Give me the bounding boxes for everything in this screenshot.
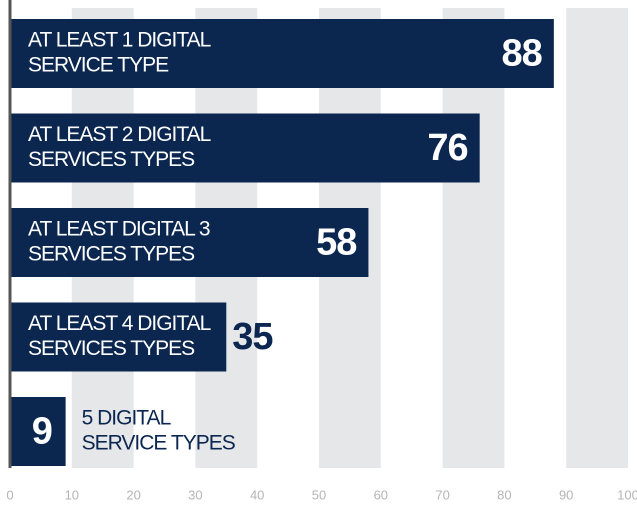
- x-tick-label: 30: [188, 487, 202, 502]
- bar: [10, 302, 227, 372]
- category-label: AT LEAST 1 DIGITAL: [28, 29, 211, 52]
- category-label: SERVICE TYPE: [28, 54, 169, 77]
- value-label: 88: [502, 33, 542, 75]
- bar: [10, 113, 480, 183]
- category-label: SERVICE TYPES: [82, 432, 236, 455]
- x-tick-label: 40: [250, 487, 264, 502]
- bar: [10, 208, 369, 277]
- category-label: 5 DIGITAL: [82, 407, 171, 430]
- value-label: 35: [232, 316, 273, 358]
- value-label: 58: [316, 222, 356, 264]
- x-tick-label: 90: [559, 487, 573, 502]
- category-label: AT LEAST DIGITAL 3: [28, 218, 210, 241]
- x-tick-label: 80: [497, 487, 511, 502]
- bar: [10, 397, 66, 466]
- value-label: 76: [427, 127, 467, 169]
- x-tick-label: 100: [617, 487, 637, 502]
- grid-band: [566, 8, 628, 468]
- value-label: 9: [32, 411, 52, 453]
- x-tick-label: 20: [126, 487, 140, 502]
- category-label: SERVICES TYPES: [28, 243, 195, 266]
- x-tick-label: 60: [374, 487, 388, 502]
- category-label: SERVICES TYPES: [28, 148, 195, 171]
- x-tick-label: 10: [65, 487, 79, 502]
- x-tick-label: 70: [435, 487, 449, 502]
- x-tick-label: 0: [6, 487, 13, 502]
- bar: [10, 19, 554, 88]
- category-label: SERVICES TYPES: [28, 337, 195, 360]
- x-tick-label: 50: [312, 487, 326, 502]
- category-label: AT LEAST 2 DIGITAL: [28, 123, 211, 146]
- category-label: AT LEAST 4 DIGITAL: [28, 312, 211, 335]
